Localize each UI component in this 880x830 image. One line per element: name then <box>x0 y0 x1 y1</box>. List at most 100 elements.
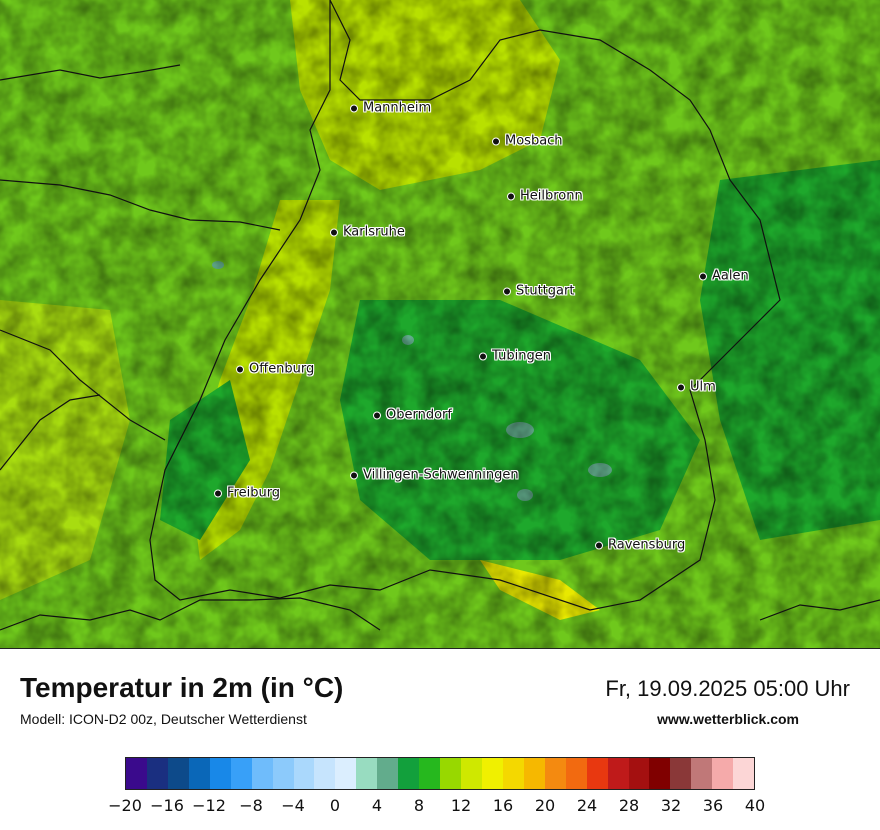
legend-tick-label: 40 <box>744 796 766 815</box>
city-label: Tübingen <box>492 348 551 364</box>
legend-swatch <box>733 758 755 789</box>
legend-swatch <box>251 758 273 789</box>
city-label: Stuttgart <box>516 283 575 299</box>
city-marker-icon <box>677 383 685 391</box>
legend-swatch <box>314 758 336 789</box>
city-offenburg: Offenburg <box>236 362 314 377</box>
city-label: Mannheim <box>363 100 432 116</box>
city-marker-icon <box>236 365 244 373</box>
legend-swatch <box>335 758 357 789</box>
legend-swatch <box>628 758 650 789</box>
temperature-map: Mannheim Mosbach Heilbronn Karlsruhe Aal… <box>0 0 880 649</box>
city-label: Freiburg <box>227 485 281 501</box>
legend-swatch <box>481 758 503 789</box>
legend-swatch <box>126 758 147 789</box>
border-french-district <box>0 394 101 471</box>
legend-swatch <box>461 758 482 789</box>
city-freiburg: Freiburg <box>214 486 280 501</box>
border-east <box>759 599 880 621</box>
legend-tick-label: 32 <box>660 796 682 815</box>
legend-swatch <box>523 758 545 789</box>
legend-swatch <box>502 758 524 789</box>
legend-swatch <box>544 758 566 789</box>
city-ravensburg: Ravensburg <box>595 538 685 553</box>
color-legend-bar <box>125 757 755 790</box>
city-marker-icon <box>350 471 358 479</box>
border-southwest <box>0 329 166 441</box>
city-marker-icon <box>350 104 358 112</box>
city-label: Ulm <box>690 379 716 395</box>
city-aalen: Aalen <box>699 269 749 284</box>
website-credit: www.wetterblick.com <box>657 711 799 727</box>
city-marker-icon <box>503 287 511 295</box>
legend-tick-label: −12 <box>192 796 226 815</box>
legend-tick-label: −4 <box>281 796 305 815</box>
city-mosbach: Mosbach <box>492 134 563 149</box>
city-oberndorf: Oberndorf <box>373 408 452 423</box>
legend-swatch <box>565 758 587 789</box>
legend-swatch <box>188 758 210 789</box>
legend-tick-label: −16 <box>150 796 184 815</box>
legend-swatch <box>356 758 378 789</box>
legend-swatch <box>649 758 671 789</box>
legend-swatch <box>377 758 399 789</box>
city-villingen-schwenningen: Villingen-Schwenningen <box>350 468 519 483</box>
legend-swatch <box>230 758 252 789</box>
legend-tick-label: −20 <box>108 796 142 815</box>
city-mannheim: Mannheim <box>350 101 431 116</box>
legend-tick-label: −8 <box>239 796 263 815</box>
legend-swatch <box>419 758 441 789</box>
map-canvas <box>0 0 880 648</box>
legend-tick-label: 24 <box>576 796 598 815</box>
city-marker-icon <box>595 541 603 549</box>
city-heilbronn: Heilbronn <box>507 189 583 204</box>
city-marker-icon <box>699 272 707 280</box>
legend-tick-label: 28 <box>618 796 640 815</box>
legend-tick-label: 4 <box>371 796 383 815</box>
border-switzerland <box>0 597 381 631</box>
legend-swatch <box>398 758 420 789</box>
city-label: Villingen-Schwenningen <box>363 467 519 483</box>
border-northwest <box>0 64 181 81</box>
map-title: Temperatur in 2m (in °C) <box>20 672 344 703</box>
city-label: Ravensburg <box>608 537 686 553</box>
city-label: Aalen <box>712 268 749 284</box>
legend-tick-label: 0 <box>329 796 341 815</box>
color-legend-ticks: −20 −16 −12 −8 −4 0 4 8 12 16 20 24 28 32 36 40 <box>108 796 765 818</box>
legend-tick-label: 16 <box>492 796 514 815</box>
legend-swatch <box>440 758 461 789</box>
city-tuebingen: Tübingen <box>479 349 551 364</box>
city-marker-icon <box>492 137 500 145</box>
city-marker-icon <box>330 228 338 236</box>
legend-swatch <box>586 758 608 789</box>
border-lines <box>0 0 880 631</box>
legend-swatch <box>712 758 734 789</box>
forecast-datetime: Fr, 19.09.2025 05:00 Uhr <box>605 676 850 701</box>
legend-swatch <box>691 758 713 789</box>
city-label: Karlsruhe <box>343 224 405 240</box>
city-ulm: Ulm <box>677 380 716 395</box>
city-label: Oberndorf <box>386 407 452 423</box>
legend-tick-label: 12 <box>450 796 472 815</box>
legend-tick-label: 20 <box>534 796 556 815</box>
legend-swatch <box>670 758 692 789</box>
legend-swatch <box>272 758 294 789</box>
city-marker-icon <box>479 352 487 360</box>
legend-swatch <box>209 758 231 789</box>
legend-tick-label: 8 <box>413 796 425 815</box>
city-karlsruhe: Karlsruhe <box>330 225 405 240</box>
city-label: Mosbach <box>505 133 563 149</box>
city-marker-icon <box>373 411 381 419</box>
city-label: Offenburg <box>249 361 315 377</box>
city-label: Heilbronn <box>520 188 583 204</box>
city-marker-icon <box>507 192 515 200</box>
texture-overlay <box>0 0 880 648</box>
model-info: Modell: ICON-D2 00z, Deutscher Wetterdie… <box>20 711 307 727</box>
legend-swatch <box>293 758 315 789</box>
legend-swatch <box>607 758 629 789</box>
legend-swatch <box>167 758 189 789</box>
border-baden-wuerttemberg <box>149 0 781 611</box>
city-stuttgart: Stuttgart <box>503 284 574 299</box>
legend-swatch <box>146 758 168 789</box>
city-marker-icon <box>214 489 222 497</box>
